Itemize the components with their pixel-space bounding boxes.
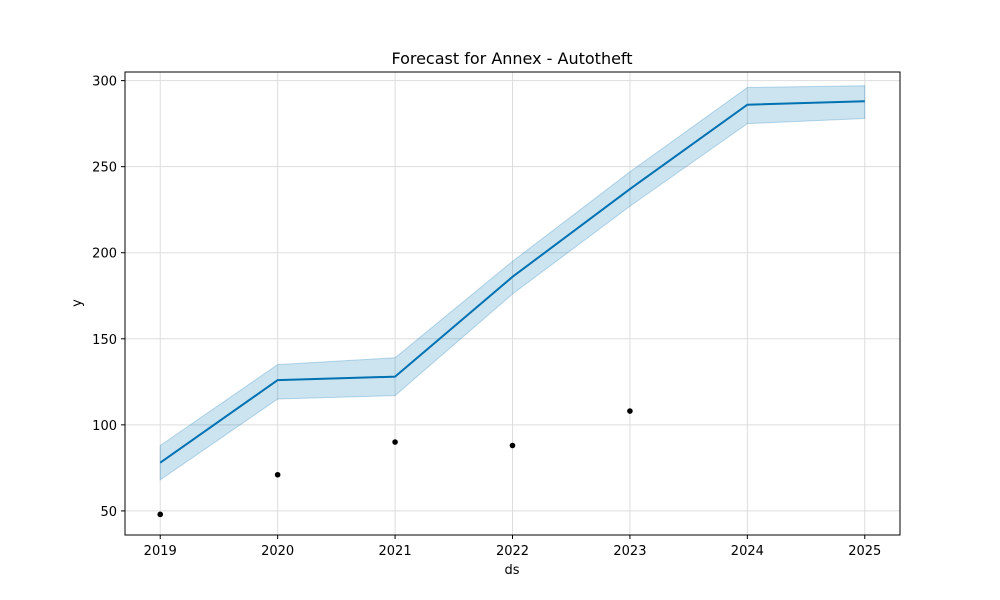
uncertainty-band <box>159 85 866 481</box>
forecast-line-layer <box>159 100 865 464</box>
y-tick-label: 200 <box>92 247 117 262</box>
x-tick-label: 2019 <box>144 544 177 559</box>
observed-point <box>627 408 633 414</box>
uncertainty-band-layer <box>159 85 866 481</box>
observed-point <box>274 471 281 478</box>
observed-point <box>392 439 398 445</box>
x-tick-label: 2021 <box>379 544 412 559</box>
x-tick-label: 2022 <box>496 544 529 559</box>
x-tick-label: 2025 <box>848 544 881 559</box>
y-tick-label: 100 <box>92 419 117 434</box>
observed-points-layer <box>157 408 633 518</box>
x-tick-label: 2020 <box>261 544 294 559</box>
y-axis-label: y <box>70 299 85 307</box>
x-axis-label: ds <box>504 563 519 578</box>
forecast-line <box>159 100 865 464</box>
y-tick-label: 300 <box>92 75 117 90</box>
y-tick-label: 150 <box>92 333 117 348</box>
y-tick-label: 250 <box>92 161 117 176</box>
x-tick-label: 2023 <box>613 544 646 559</box>
observed-point <box>157 511 164 518</box>
grid-lines <box>125 72 900 535</box>
y-tick-label: 50 <box>100 505 117 520</box>
plot-frame <box>124 71 901 536</box>
x-tick-label: 2024 <box>731 544 764 559</box>
observed-point <box>509 442 516 449</box>
chart-title: Forecast for Annex - Autotheft <box>391 49 632 68</box>
axis-ticks: 2019 2020 2021 2022 2023 2024 2025 50 100 150 200 2… <box>92 75 881 559</box>
